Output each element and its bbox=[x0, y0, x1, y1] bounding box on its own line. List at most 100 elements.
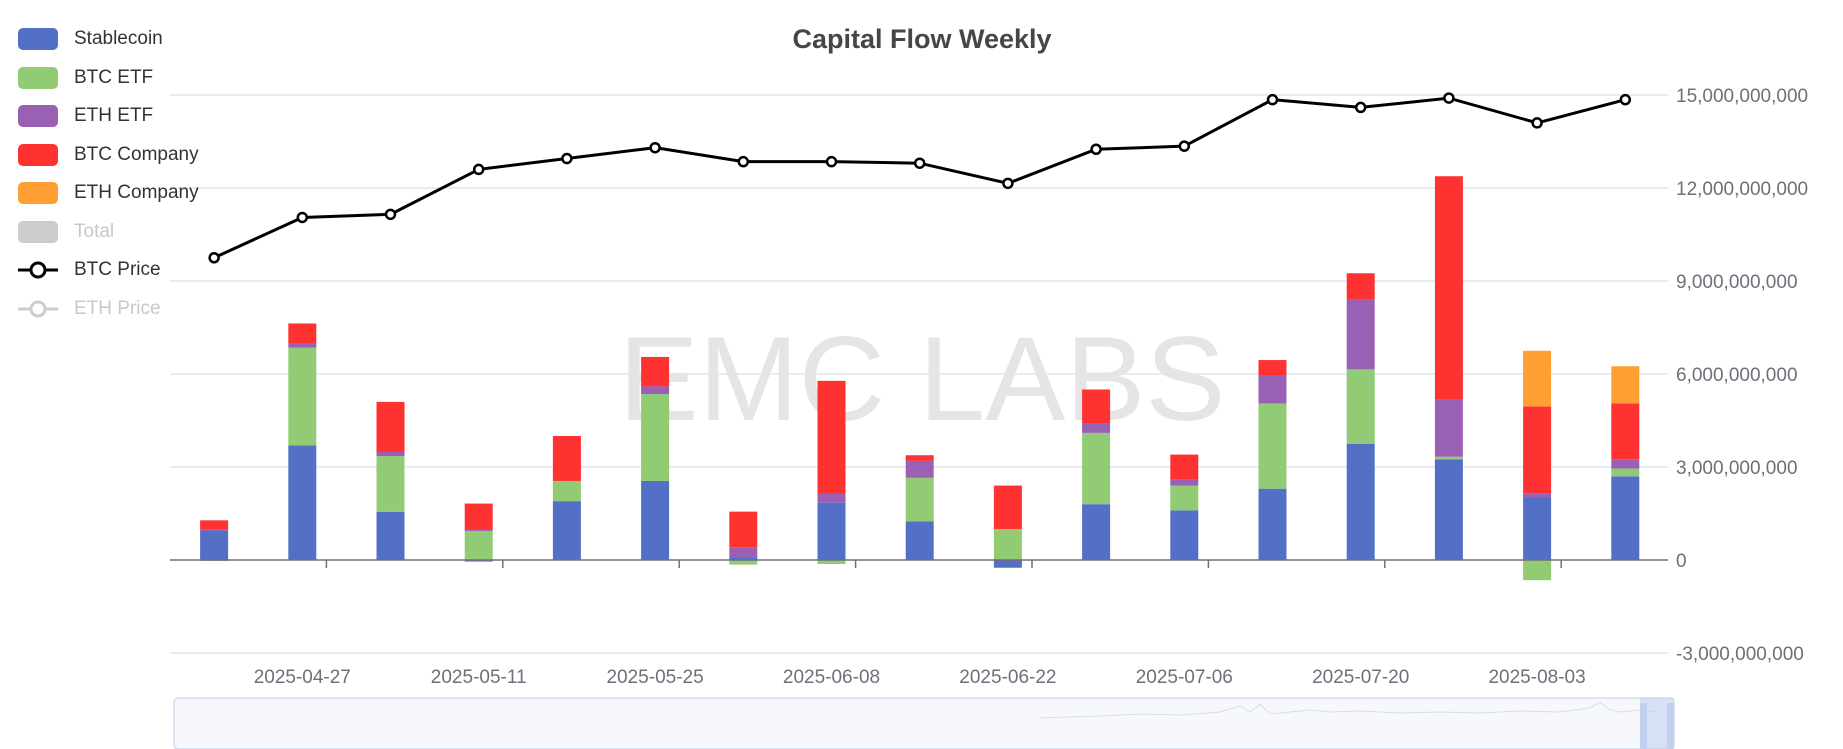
bar-btc-etf[interactable] bbox=[1082, 432, 1111, 505]
bar-stablecoin[interactable] bbox=[1082, 504, 1111, 560]
bar-stablecoin[interactable] bbox=[1258, 488, 1287, 560]
bar-stablecoin[interactable] bbox=[1170, 510, 1199, 560]
legend-item-btc-company[interactable]: BTC Company bbox=[18, 136, 199, 175]
bar-eth-etf[interactable] bbox=[641, 386, 670, 395]
bar-stablecoin[interactable] bbox=[200, 530, 229, 560]
bar-eth-etf[interactable] bbox=[376, 451, 405, 457]
bar-stablecoin[interactable] bbox=[1346, 443, 1375, 560]
btc-price-point[interactable] bbox=[1354, 101, 1367, 114]
btc-price-point[interactable] bbox=[737, 155, 750, 168]
bar-btc-company[interactable] bbox=[464, 503, 493, 530]
bar-btc-company[interactable] bbox=[1258, 360, 1287, 376]
bar-btc-etf[interactable] bbox=[729, 560, 758, 565]
bar-eth-etf[interactable] bbox=[200, 529, 229, 531]
legend-item-btc-price[interactable]: BTC Price bbox=[18, 251, 199, 290]
bar-btc-company[interactable] bbox=[376, 401, 405, 452]
btc-price-point[interactable] bbox=[1443, 92, 1455, 104]
legend-item-eth-etf[interactable]: ETH ETF bbox=[18, 97, 199, 136]
bar-eth-company[interactable] bbox=[1523, 350, 1552, 407]
bar-btc-etf[interactable] bbox=[1611, 468, 1640, 477]
bar-eth-etf[interactable] bbox=[1434, 399, 1463, 457]
bar-stablecoin[interactable] bbox=[1523, 498, 1552, 560]
bar-btc-company[interactable] bbox=[1170, 454, 1199, 480]
bar-btc-company[interactable] bbox=[817, 380, 846, 494]
bar-stablecoin[interactable] bbox=[288, 445, 317, 560]
bar-btc-company[interactable] bbox=[729, 511, 758, 548]
x-tick-label: 2025-04-27 bbox=[254, 667, 351, 688]
bar-eth-etf[interactable] bbox=[1611, 459, 1640, 469]
bar-btc-etf[interactable] bbox=[993, 529, 1022, 560]
bar-eth-etf[interactable] bbox=[288, 343, 317, 348]
bar-eth-company[interactable] bbox=[1611, 366, 1640, 404]
bar-btc-etf[interactable] bbox=[1434, 456, 1463, 460]
bar-btc-company[interactable] bbox=[641, 356, 670, 387]
bar-btc-etf[interactable] bbox=[641, 394, 670, 481]
btc-price-point[interactable] bbox=[384, 208, 397, 221]
bar-btc-company[interactable] bbox=[1523, 406, 1552, 494]
btc-price-point[interactable] bbox=[296, 211, 309, 224]
bar-stablecoin[interactable] bbox=[464, 560, 493, 562]
bar-btc-etf[interactable] bbox=[464, 530, 493, 560]
bar-btc-company[interactable] bbox=[1346, 273, 1375, 300]
bar-btc-company[interactable] bbox=[993, 485, 1022, 529]
bar-btc-etf[interactable] bbox=[1258, 403, 1287, 489]
bar-stablecoin[interactable] bbox=[641, 480, 670, 560]
bar-btc-etf[interactable] bbox=[288, 347, 317, 446]
btc-price-point[interactable] bbox=[1266, 93, 1279, 106]
bar-stablecoin[interactable] bbox=[552, 501, 581, 560]
bar-btc-etf[interactable] bbox=[905, 477, 934, 522]
btc-price-point[interactable] bbox=[825, 155, 838, 168]
bar-eth-etf[interactable] bbox=[729, 547, 758, 558]
btc-price-point[interactable] bbox=[561, 152, 573, 165]
bar-eth-etf[interactable] bbox=[817, 493, 846, 503]
btc-price-point[interactable] bbox=[1178, 140, 1191, 152]
bar-btc-company[interactable] bbox=[288, 323, 317, 343]
bar-btc-company[interactable] bbox=[905, 455, 934, 461]
bar-btc-etf[interactable] bbox=[1523, 560, 1552, 581]
bar-eth-etf[interactable] bbox=[464, 529, 493, 531]
btc-price-point[interactable] bbox=[472, 163, 485, 176]
data-zoom-handle-right[interactable] bbox=[1667, 703, 1674, 749]
legend-item-total[interactable]: Total bbox=[18, 213, 199, 252]
bar-eth-etf[interactable] bbox=[1258, 375, 1287, 404]
bar-btc-company[interactable] bbox=[552, 436, 581, 481]
bar-eth-etf[interactable] bbox=[1082, 423, 1111, 433]
data-zoom-slider[interactable] bbox=[173, 697, 1675, 749]
bar-btc-etf[interactable] bbox=[376, 456, 405, 512]
bar-stablecoin[interactable] bbox=[376, 511, 405, 560]
legend-item-btc-etf[interactable]: BTC ETF bbox=[18, 59, 199, 98]
bar-stablecoin[interactable] bbox=[729, 557, 758, 560]
legend-item-eth-company[interactable]: ETH Company bbox=[18, 174, 199, 213]
bar-btc-etf[interactable] bbox=[1346, 369, 1375, 444]
legend-item-eth-price[interactable]: ETH Price bbox=[18, 290, 199, 329]
line-marker-icon bbox=[18, 300, 58, 318]
data-zoom-handle-left[interactable] bbox=[1640, 703, 1647, 749]
btc-price-point[interactable] bbox=[1531, 117, 1543, 129]
bar-btc-company[interactable] bbox=[1611, 403, 1640, 460]
bar-btc-company[interactable] bbox=[200, 520, 229, 530]
bar-btc-company[interactable] bbox=[1434, 176, 1463, 400]
legend-swatch-total bbox=[18, 220, 58, 243]
btc-price-point[interactable] bbox=[649, 141, 661, 154]
bar-eth-etf[interactable] bbox=[1523, 493, 1552, 498]
bar-stablecoin[interactable] bbox=[905, 521, 934, 560]
btc-price-point[interactable] bbox=[1090, 143, 1102, 155]
legend-item-stablecoin[interactable]: Stablecoin bbox=[18, 20, 199, 59]
btc-price-point[interactable] bbox=[913, 157, 926, 169]
bar-btc-etf[interactable] bbox=[1170, 485, 1199, 511]
bar-btc-etf[interactable] bbox=[817, 560, 846, 565]
bar-eth-etf[interactable] bbox=[1346, 299, 1375, 370]
btc-price-point[interactable] bbox=[208, 252, 220, 264]
data-zoom-track[interactable] bbox=[173, 697, 1675, 749]
bar-eth-etf[interactable] bbox=[905, 460, 934, 478]
legend-swatch-eth-etf bbox=[18, 105, 58, 128]
bar-btc-etf[interactable] bbox=[552, 480, 581, 502]
bar-stablecoin[interactable] bbox=[1611, 476, 1640, 560]
bar-stablecoin[interactable] bbox=[1434, 459, 1463, 560]
bar-stablecoin[interactable] bbox=[817, 502, 846, 560]
btc-price-point[interactable] bbox=[1619, 93, 1632, 106]
bar-stablecoin[interactable] bbox=[993, 560, 1022, 568]
btc-price-point[interactable] bbox=[1002, 177, 1014, 190]
bar-eth-etf[interactable] bbox=[1170, 479, 1199, 486]
bar-btc-company[interactable] bbox=[1082, 389, 1111, 424]
